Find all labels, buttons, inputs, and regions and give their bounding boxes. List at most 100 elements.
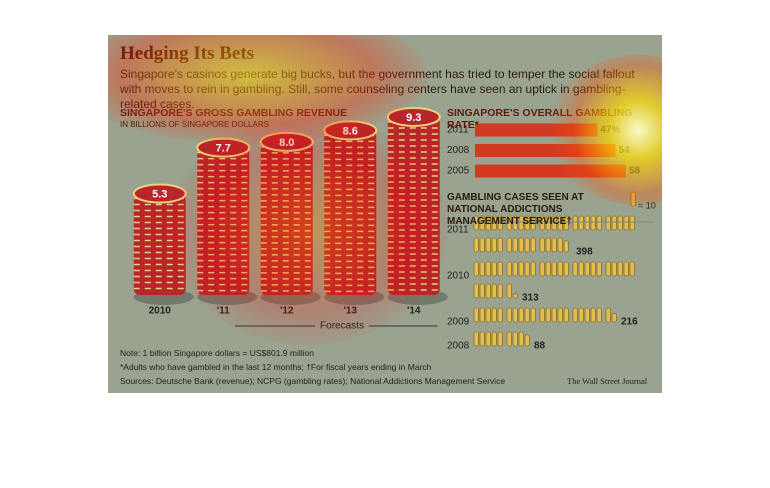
- person-icon: [539, 215, 545, 231]
- person-icon: [506, 261, 512, 277]
- y-tick-label: 2011: [447, 225, 469, 236]
- person-icon: [524, 237, 530, 253]
- person-icon: [479, 215, 485, 231]
- note: Sources: Deutsche Bank (revenue); NCPG (…: [120, 376, 506, 386]
- person-icon: [506, 215, 512, 231]
- person-icon: [545, 261, 551, 277]
- value-label: 8.6: [343, 125, 358, 137]
- person-icon: [611, 261, 617, 277]
- person-icon: [497, 215, 503, 231]
- pictogram-row: [473, 331, 530, 347]
- annotation: Forecasts: [320, 321, 364, 332]
- chip-stack: [196, 137, 251, 295]
- note: Note: 1 billion Singapore dollars = US$8…: [120, 348, 314, 358]
- person-icon: [590, 307, 596, 323]
- person-icon: [485, 307, 491, 323]
- x-tick-label: '14: [407, 306, 421, 317]
- person-icon: [524, 261, 530, 277]
- person-icon: [497, 261, 503, 277]
- value-label: 9.3: [406, 112, 421, 124]
- chip-top: [132, 183, 187, 204]
- person-icon: [485, 237, 491, 253]
- value-label: 8.0: [279, 137, 294, 149]
- y-tick-label: 2010: [447, 271, 470, 282]
- chip-stack: [323, 120, 378, 295]
- person-icon: [506, 237, 512, 253]
- person-icon: [497, 331, 503, 347]
- person-icon: [479, 237, 485, 253]
- value-label: 7.7: [216, 143, 231, 155]
- value-label: 58: [629, 166, 641, 177]
- y-tick-label: 2005: [447, 166, 470, 177]
- person-icon: [512, 293, 518, 299]
- person-icon: [584, 307, 590, 323]
- pictogram-row: [473, 215, 635, 253]
- x-tick-label: 2010: [149, 306, 172, 317]
- person-icon: [563, 261, 569, 277]
- person-icon: [512, 261, 518, 277]
- person-icon: [497, 237, 503, 253]
- person-icon: [485, 283, 491, 299]
- person-icon: [590, 261, 596, 277]
- person-icon: [512, 307, 518, 323]
- person-icon: [524, 307, 530, 323]
- person-icon: [563, 307, 569, 323]
- person-icon: [584, 261, 590, 277]
- person-icon: [539, 237, 545, 253]
- y-tick-label: 2011: [447, 125, 469, 136]
- person-icon: [506, 307, 512, 323]
- person-icon: [596, 215, 602, 231]
- person-icon: [563, 240, 569, 253]
- person-icon: [512, 237, 518, 253]
- person-icon: [506, 283, 512, 299]
- person-icon: [551, 215, 557, 231]
- person-icon: [524, 334, 530, 347]
- person-icon: [491, 283, 497, 299]
- person-icon: [578, 215, 584, 231]
- person-icon: [596, 307, 602, 323]
- person-icon: [605, 215, 611, 231]
- person-icon: [539, 261, 545, 277]
- person-icon: [572, 307, 578, 323]
- infographic: 5.3 2010 7.7 '11 8.0 '12 8.6 '13 9.3 '14 Forecasts…: [108, 35, 662, 393]
- person-icon: [491, 307, 497, 323]
- person-icon: [578, 307, 584, 323]
- person-icon: [485, 261, 491, 277]
- person-icon: [623, 261, 629, 277]
- person-icon: [629, 261, 635, 277]
- note: *Adults who have gambled in the last 12 …: [120, 362, 432, 372]
- person-icon: [572, 261, 578, 277]
- person-icon: [524, 215, 530, 231]
- person-icon: [479, 307, 485, 323]
- person-icon: [518, 331, 524, 347]
- title: Hedging Its Bets: [120, 43, 255, 64]
- forecast-gap: [315, 320, 369, 332]
- person-icon: [473, 215, 479, 231]
- chip-body: [197, 147, 250, 295]
- person-icon: [479, 331, 485, 347]
- person-icon: [479, 283, 485, 299]
- person-icon: [491, 261, 497, 277]
- person-icon: [545, 307, 551, 323]
- chart-title: SINGAPORE'S GROSS GAMBLING REVENUE: [120, 107, 348, 119]
- person-icon: [530, 215, 536, 231]
- chip-stack: [132, 183, 187, 295]
- person-icon: [473, 307, 479, 323]
- value-label: 313: [522, 293, 539, 304]
- bar: [475, 144, 616, 157]
- person-icon: [605, 307, 611, 323]
- chart-title: GAMBLING CASES SEEN AT NATIONAL ADDICTIO…: [447, 192, 584, 227]
- person-icon: [563, 215, 569, 231]
- person-icon: [557, 215, 563, 231]
- person-icon: [512, 215, 518, 231]
- bar: [475, 164, 626, 178]
- person-icon: [611, 313, 617, 323]
- person-icon: [491, 215, 497, 231]
- person-icon: [539, 307, 545, 323]
- person-icon: [605, 261, 611, 277]
- legend-label: = 10: [638, 200, 656, 210]
- person-icon: [530, 307, 536, 323]
- person-icon: [557, 261, 563, 277]
- y-tick-label: 2008: [447, 341, 470, 352]
